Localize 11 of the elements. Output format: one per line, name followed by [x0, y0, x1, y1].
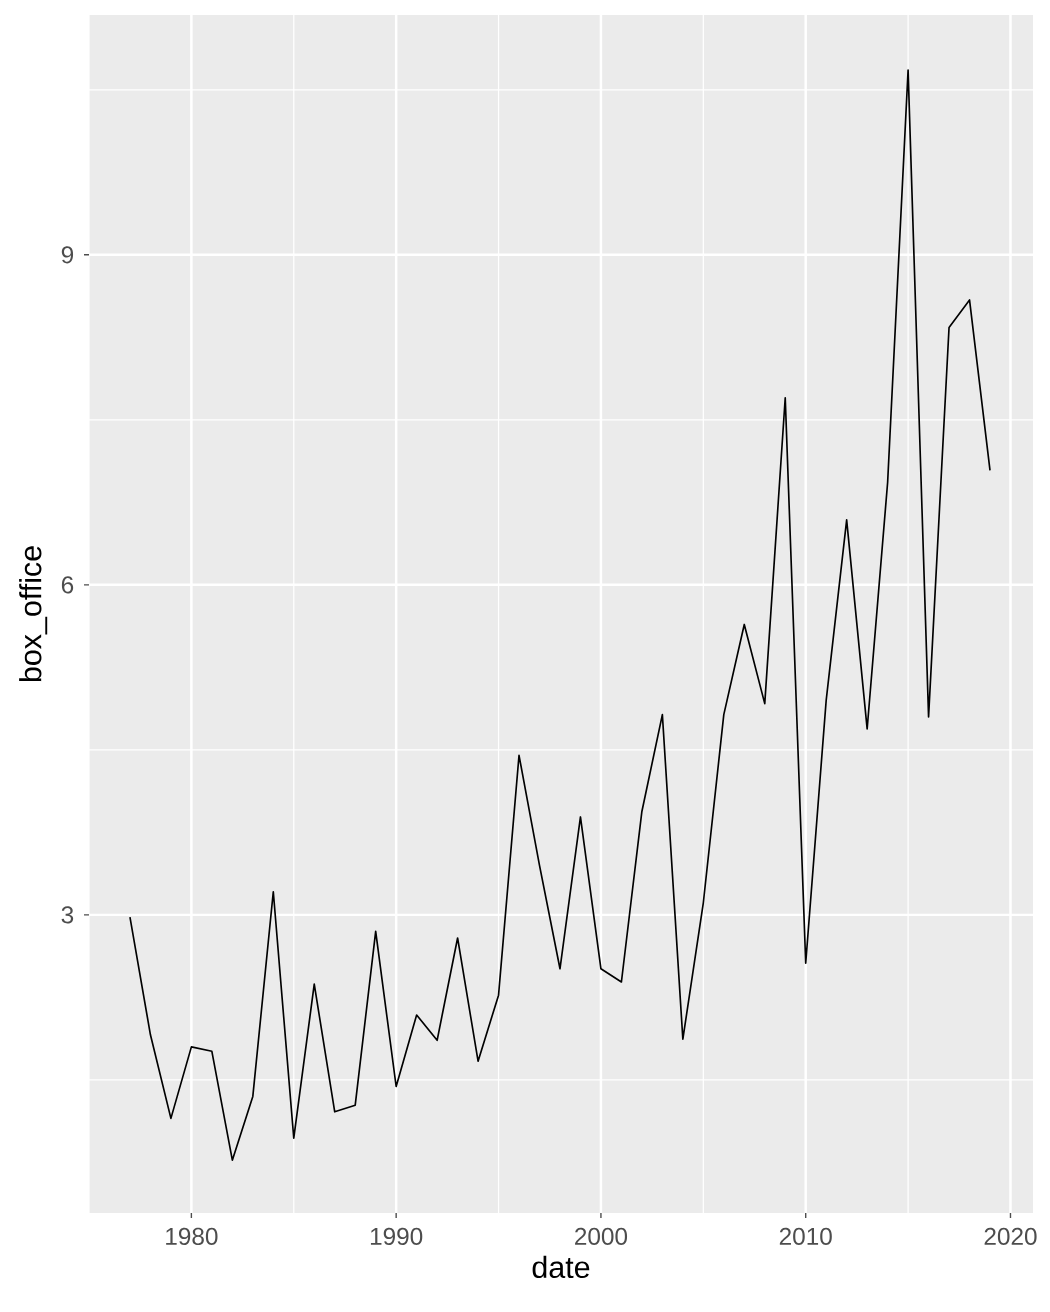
x-axis-title: date: [532, 1255, 590, 1279]
x-tick-label: 1990: [370, 1227, 423, 1245]
x-tick-label: 2010: [779, 1227, 832, 1245]
line-series: [129, 69, 991, 1162]
x-tick-label: 2020: [984, 1227, 1037, 1245]
x-tick-label: 1980: [166, 1227, 218, 1245]
y-tick-label: 9: [61, 246, 74, 264]
y-tick-label: 3: [61, 906, 74, 924]
y-axis-title: box_office: [19, 546, 48, 682]
x-tick-label: 2000: [575, 1227, 628, 1245]
y-tick-label: 6: [61, 576, 74, 594]
